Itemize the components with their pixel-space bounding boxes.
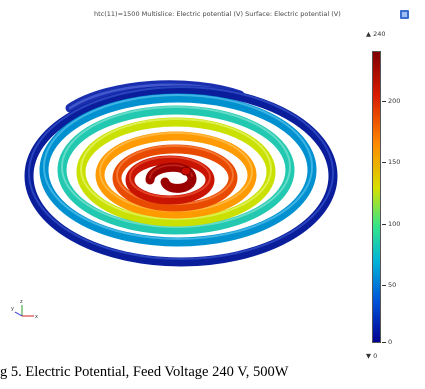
colorbar-tick	[382, 342, 386, 343]
colorbar-min-label: ▼ 0	[366, 352, 378, 360]
colorbar-frame	[372, 51, 381, 343]
colorbar-tick-label: 150	[388, 158, 401, 166]
colorbar-tick	[382, 162, 386, 163]
colorbar-tick	[382, 101, 386, 102]
colorbar-max-label: ▲ 240	[366, 30, 386, 38]
colorbar-tick	[382, 285, 386, 286]
axes-triad	[14, 305, 34, 317]
triad-y-label: y	[11, 306, 14, 312]
colorbar-tick-label: 0	[388, 338, 393, 346]
triad-x-label: x	[35, 314, 38, 320]
screenshot-icon[interactable]	[400, 10, 409, 19]
colorbar-tick-label: 200	[388, 97, 401, 105]
colorbar-tick-label: 50	[388, 281, 397, 289]
colorbar-tick-label: 100	[388, 220, 401, 228]
spiral-coil	[24, 80, 338, 267]
figure-caption: g 5. Electric Potential, Feed Voltage 24…	[0, 364, 289, 380]
triad-z-label: z	[20, 299, 23, 305]
plot-title: htc(11)=1500 Multislice: Electric potent…	[94, 10, 341, 18]
colorbar-gradient	[372, 51, 381, 343]
colorbar-tick	[382, 224, 386, 225]
